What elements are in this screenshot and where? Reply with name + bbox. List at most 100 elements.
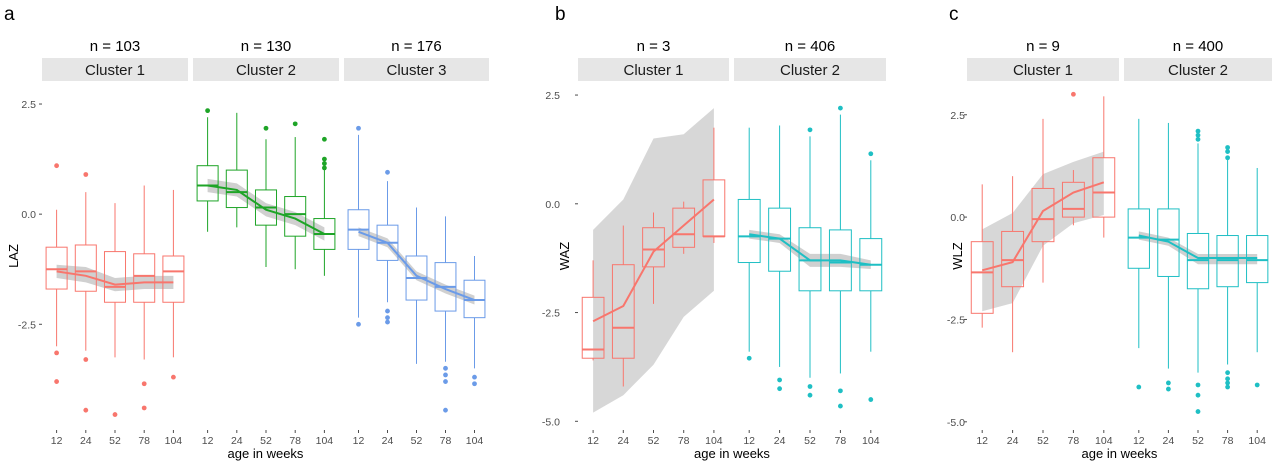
n-label: n = 130 bbox=[241, 38, 291, 55]
confidence-band bbox=[358, 227, 475, 305]
outlier-point bbox=[54, 350, 59, 356]
box-24 bbox=[768, 125, 792, 392]
box-78 bbox=[1216, 145, 1239, 390]
box-24 bbox=[1001, 176, 1025, 353]
outlier-point bbox=[1225, 380, 1230, 386]
box-52 bbox=[405, 207, 428, 364]
y-axis-label: WLZ bbox=[950, 242, 965, 270]
x-tick-label: 24 bbox=[617, 435, 629, 447]
outlier-point bbox=[1195, 132, 1201, 138]
y-tick-label: 0.0 bbox=[545, 199, 560, 211]
outlier-point bbox=[356, 321, 361, 327]
box-iqr bbox=[1246, 235, 1269, 284]
box-104 bbox=[162, 189, 185, 380]
facet-c-2: n = 400 Cluster 2 12 24 52 78 104 bbox=[1124, 38, 1272, 447]
trend-line bbox=[358, 230, 475, 301]
outlier-point bbox=[443, 372, 448, 378]
x-tick-label: 12 bbox=[587, 435, 599, 447]
facet-b-1: n = 3 Cluster 1 12 24 52 78 104 bbox=[578, 38, 729, 447]
outlier-point bbox=[443, 365, 448, 371]
y-tick-label: -2.5 bbox=[542, 308, 560, 320]
outlier-point bbox=[807, 127, 813, 133]
y-axis-label: WAZ bbox=[557, 242, 572, 270]
x-tick-label: 24 bbox=[80, 435, 92, 447]
x-tick-label: 24 bbox=[1163, 435, 1175, 447]
outlier-point bbox=[1071, 91, 1076, 97]
box-12 bbox=[45, 163, 68, 384]
x-tick-label: 24 bbox=[231, 435, 243, 447]
facet-strip-label: Cluster 1 bbox=[85, 62, 145, 79]
box-104 bbox=[859, 151, 883, 402]
box-52 bbox=[642, 212, 665, 304]
trend-line bbox=[592, 198, 715, 323]
outlier-point bbox=[141, 405, 147, 411]
outlier-point bbox=[1254, 382, 1260, 388]
facet-a-1: n = 103 Cluster 1 12 24 52 78 104 bbox=[42, 38, 188, 447]
box-iqr bbox=[1031, 187, 1055, 243]
box-12 bbox=[347, 125, 370, 327]
box-iqr bbox=[642, 227, 665, 268]
outlier-point bbox=[777, 377, 782, 383]
box-24 bbox=[1157, 122, 1180, 392]
x-tick-label: 78 bbox=[1068, 435, 1080, 447]
y-tick-label: 2.5 bbox=[21, 99, 36, 111]
x-tick-label: 52 bbox=[804, 435, 816, 447]
panel-label: c bbox=[949, 4, 959, 25]
outlier-point bbox=[141, 381, 147, 387]
box-iqr bbox=[162, 255, 185, 303]
outlier-point bbox=[322, 165, 327, 171]
outlier-point bbox=[263, 125, 269, 131]
outlier-point bbox=[838, 388, 843, 394]
outlier-point bbox=[838, 105, 843, 111]
x-tick-label: 52 bbox=[1037, 435, 1049, 447]
outlier-point bbox=[322, 161, 327, 166]
facet-strip bbox=[578, 58, 729, 81]
outlier-point bbox=[112, 412, 118, 417]
outlier-point bbox=[322, 156, 327, 162]
box-iqr bbox=[798, 227, 822, 292]
outlier-point bbox=[83, 172, 89, 177]
x-tick-label: 104 bbox=[466, 435, 484, 447]
outlier-point bbox=[868, 151, 874, 157]
outlier-point bbox=[838, 403, 843, 409]
panel-label: a bbox=[4, 4, 15, 25]
facet-strip-label: Cluster 3 bbox=[386, 62, 446, 79]
trend-line bbox=[1138, 234, 1258, 260]
facet-strip-label: Cluster 2 bbox=[780, 62, 840, 79]
x-tick-label: 52 bbox=[260, 435, 272, 447]
panel-c: c WLZ 2.5 0.0 -2.5 -5.0 age in weeks n = 9 Clust… bbox=[947, 4, 1272, 461]
outlier-point bbox=[1225, 370, 1230, 376]
trend-line bbox=[207, 184, 325, 235]
outlier-point bbox=[1195, 409, 1201, 414]
outlier-point bbox=[777, 386, 782, 392]
facet-strip-label: Cluster 1 bbox=[623, 62, 683, 79]
box-78 bbox=[133, 185, 156, 411]
trend-line bbox=[56, 270, 174, 286]
box-iqr bbox=[581, 296, 605, 359]
facet-strip-label: Cluster 2 bbox=[1168, 62, 1228, 79]
x-tick-label: 104 bbox=[705, 435, 723, 447]
y-tick-label: 0.0 bbox=[21, 209, 36, 221]
panel-label: b bbox=[555, 4, 566, 25]
panel-a: a LAZ 2.5 0.0 -2.5 age in weeks n = 103 Cluster… bbox=[4, 4, 489, 461]
outlier-point bbox=[385, 319, 390, 325]
box-iqr bbox=[768, 207, 792, 272]
outlier-point bbox=[385, 308, 390, 314]
box-104 bbox=[463, 256, 486, 387]
y-tick-label: -2.5 bbox=[947, 314, 965, 326]
x-tick-label: 78 bbox=[835, 435, 847, 447]
box-iqr bbox=[1186, 232, 1210, 290]
box-52 bbox=[254, 125, 278, 268]
outlier-point bbox=[1225, 145, 1230, 150]
facet-strip bbox=[734, 58, 886, 81]
facet-strip bbox=[42, 58, 188, 81]
outlier-point bbox=[1225, 149, 1230, 155]
facet-a-2: n = 130 Cluster 2 12 24 52 78 104 bbox=[193, 38, 339, 447]
y-tick-label: 0.0 bbox=[950, 212, 965, 224]
outlier-point bbox=[807, 384, 813, 389]
box-104 bbox=[1246, 167, 1269, 388]
panel-b: b WAZ 2.5 0.0 -2.5 -5.0 age in weeks n = 3 Clust… bbox=[542, 4, 886, 461]
x-tick-label: 104 bbox=[1248, 435, 1266, 447]
confidence-band bbox=[749, 229, 871, 270]
